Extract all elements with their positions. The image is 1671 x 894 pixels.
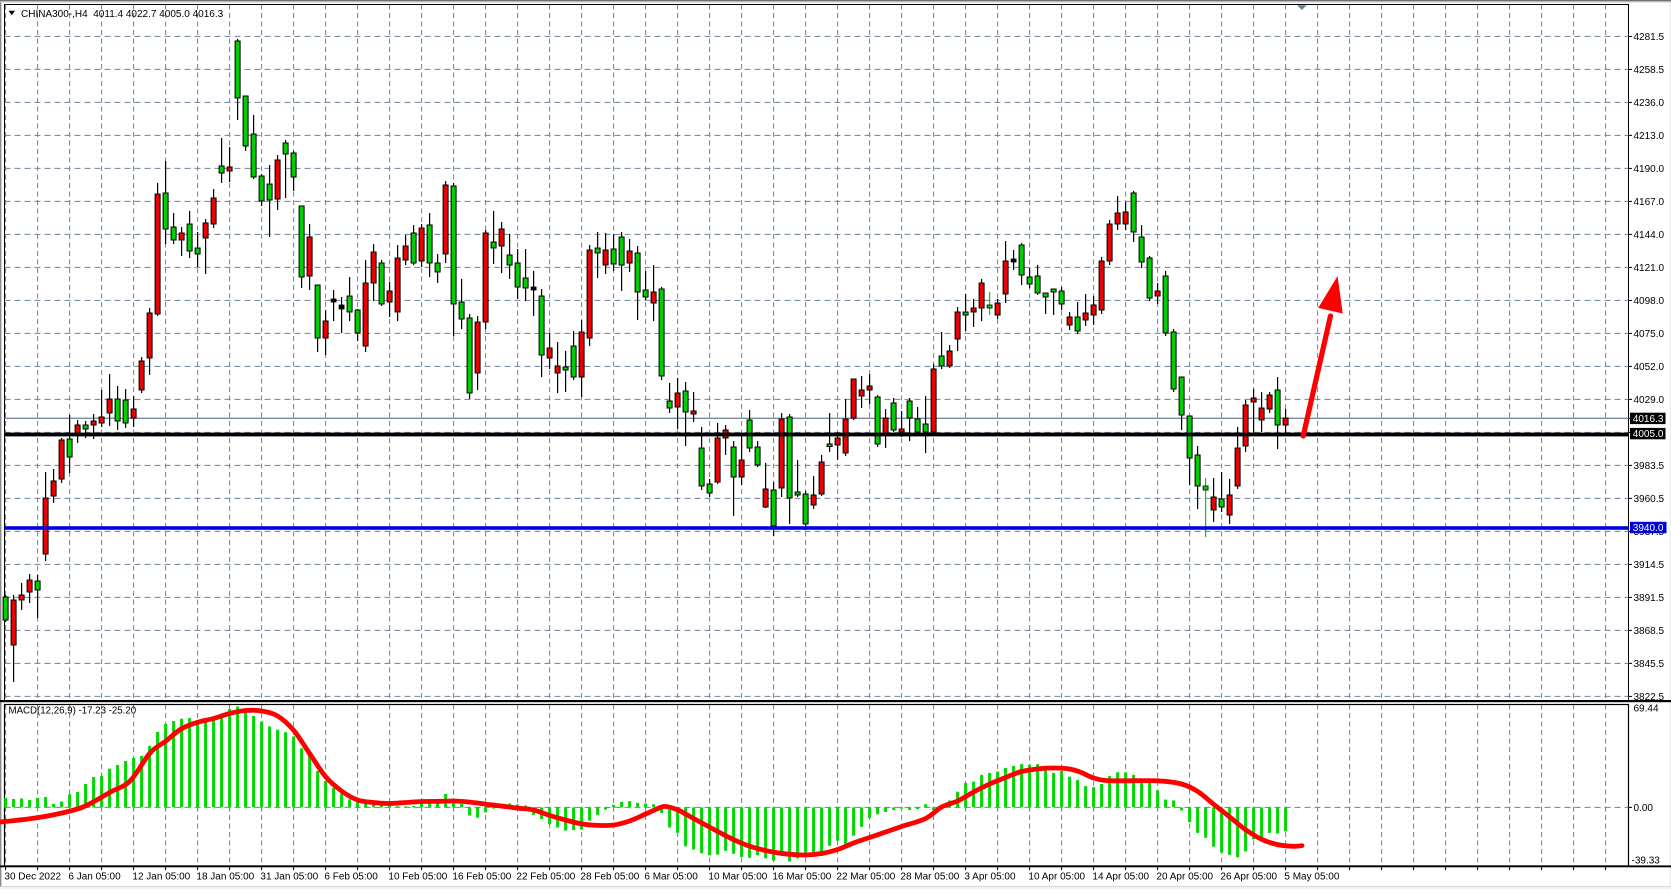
svg-text:18 Jan 05:00: 18 Jan 05:00 [196,872,254,883]
svg-text:4167.0: 4167.0 [1634,197,1665,208]
svg-text:10 Apr 05:00: 10 Apr 05:00 [1028,872,1085,883]
svg-text:20 Apr 05:00: 20 Apr 05:00 [1156,872,1213,883]
svg-text:3914.5: 3914.5 [1634,560,1665,571]
svg-text:0.00: 0.00 [1634,803,1654,814]
svg-text:28 Feb 05:00: 28 Feb 05:00 [580,872,639,883]
svg-text:4121.0: 4121.0 [1634,263,1665,274]
svg-text:4016.3: 4016.3 [1633,414,1664,425]
svg-text:3868.5: 3868.5 [1634,626,1665,637]
svg-text:4281.5: 4281.5 [1634,32,1665,43]
svg-text:3983.5: 3983.5 [1634,461,1665,472]
svg-text:3940.0: 3940.0 [1633,523,1664,534]
svg-text:-39.33: -39.33 [1632,855,1661,866]
svg-text:3 Apr 05:00: 3 Apr 05:00 [964,872,1016,883]
svg-text:4190.0: 4190.0 [1634,164,1665,175]
svg-text:4052.0: 4052.0 [1634,362,1665,373]
svg-text:3845.5: 3845.5 [1634,659,1665,670]
svg-text:4029.0: 4029.0 [1634,395,1665,406]
svg-text:4213.0: 4213.0 [1634,131,1665,142]
svg-text:26 Apr 05:00: 26 Apr 05:00 [1220,872,1277,883]
svg-text:6 Mar 05:00: 6 Mar 05:00 [644,872,698,883]
svg-text:5 May 05:00: 5 May 05:00 [1284,872,1339,883]
svg-text:12 Jan 05:00: 12 Jan 05:00 [132,872,190,883]
svg-text:4236.0: 4236.0 [1634,98,1665,109]
svg-text:CHINA300-,H4 4011.4 4022.7 40: CHINA300-,H4 4011.4 4022.7 4005.0 4016.3 [21,9,224,20]
svg-text:69.44: 69.44 [1634,703,1659,714]
svg-text:28 Mar 05:00: 28 Mar 05:00 [900,872,959,883]
svg-text:31 Jan 05:00: 31 Jan 05:00 [260,872,318,883]
svg-text:22 Mar 05:00: 22 Mar 05:00 [836,872,895,883]
svg-text:4258.5: 4258.5 [1634,65,1665,76]
svg-text:14 Apr 05:00: 14 Apr 05:00 [1092,872,1149,883]
svg-text:6 Feb 05:00: 6 Feb 05:00 [324,872,378,883]
svg-text:10 Feb 05:00: 10 Feb 05:00 [388,872,447,883]
svg-text:4005.0: 4005.0 [1633,429,1664,440]
svg-text:30 Dec 2022: 30 Dec 2022 [4,872,61,883]
svg-text:22 Feb 05:00: 22 Feb 05:00 [516,872,575,883]
svg-text:4075.0: 4075.0 [1634,329,1665,340]
svg-text:MACD(12,26,9) -17.23 -25.20: MACD(12,26,9) -17.23 -25.20 [9,706,137,717]
svg-text:16 Mar 05:00: 16 Mar 05:00 [772,872,831,883]
svg-text:4144.0: 4144.0 [1634,230,1665,241]
svg-text:6 Jan 05:00: 6 Jan 05:00 [68,872,121,883]
svg-text:4098.0: 4098.0 [1634,296,1665,307]
svg-text:3822.5: 3822.5 [1634,692,1665,703]
svg-text:3891.5: 3891.5 [1634,593,1665,604]
svg-text:16 Feb 05:00: 16 Feb 05:00 [452,872,511,883]
svg-text:3960.5: 3960.5 [1634,494,1665,505]
svg-text:10 Mar 05:00: 10 Mar 05:00 [708,872,767,883]
